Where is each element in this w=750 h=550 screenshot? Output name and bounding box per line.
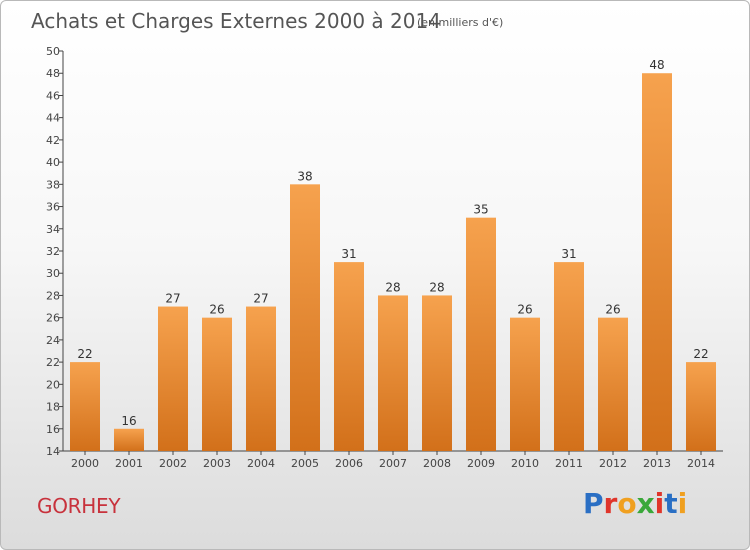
bar-2002 <box>158 306 188 451</box>
x-tick-label: 2009 <box>467 457 495 470</box>
value-label: 26 <box>209 303 224 317</box>
x-tick-label: 2003 <box>203 457 231 470</box>
x-tick-label: 2007 <box>379 457 407 470</box>
value-label: 28 <box>429 280 444 294</box>
y-tick-label: 28 <box>46 289 60 302</box>
x-tick-label: 2002 <box>159 457 187 470</box>
bar-2008 <box>422 295 452 451</box>
bar-2010 <box>510 317 540 451</box>
bar-2005 <box>290 184 320 452</box>
bar-2003 <box>202 317 232 451</box>
bar-2012 <box>598 317 628 451</box>
commune-name: GORHEY <box>37 494 121 518</box>
bar-2007 <box>378 295 408 451</box>
bar-2000 <box>70 362 100 451</box>
value-label: 27 <box>253 292 268 306</box>
logo-letter: t <box>664 487 678 520</box>
logo-letter: i <box>677 487 688 520</box>
bar-2006 <box>334 262 364 451</box>
value-label: 31 <box>561 247 576 261</box>
x-tick-label: 2011 <box>555 457 583 470</box>
y-tick-label: 46 <box>46 89 60 102</box>
logo-letter: x <box>636 487 655 520</box>
y-tick-label: 44 <box>46 112 60 125</box>
chart-title: Achats et Charges Externes 2000 à 2014 <box>31 9 441 33</box>
y-tick-label: 24 <box>46 334 60 347</box>
value-label: 16 <box>121 414 136 428</box>
x-tick-label: 2005 <box>291 457 319 470</box>
x-axis: 2000 2001 2002 2003 2004 2005 2006 2007 2008 2009… <box>63 450 723 470</box>
y-tick-label: 30 <box>46 267 60 280</box>
value-label: 48 <box>649 58 664 72</box>
value-label: 28 <box>385 280 400 294</box>
y-tick-label: 36 <box>46 201 60 214</box>
value-label: 26 <box>605 303 620 317</box>
bars-group: 22 16 27 26 27 38 31 28 28 35 26 31 26 48 22 <box>70 58 716 452</box>
logo-letter: r <box>603 487 618 520</box>
bar-2011 <box>554 262 584 451</box>
y-tick-label: 48 <box>46 67 60 80</box>
x-tick-label: 2000 <box>71 457 99 470</box>
proxiti-logo: Proxiti <box>583 487 687 527</box>
x-tick-label: 2004 <box>247 457 275 470</box>
value-label: 22 <box>77 347 92 361</box>
value-label: 27 <box>165 292 180 306</box>
x-tick-label: 2006 <box>335 457 363 470</box>
y-tick-label: 34 <box>46 223 60 236</box>
y-tick-label: 20 <box>46 378 60 391</box>
y-tick-label: 26 <box>46 312 60 325</box>
x-tick-label: 2008 <box>423 457 451 470</box>
bar-2013 <box>642 73 672 451</box>
y-tick-label: 42 <box>46 134 60 147</box>
y-axis: 14 16 18 20 22 24 26 28 30 32 34 36 38 40 42 44 46 48 50 <box>46 45 64 458</box>
x-tick-label: 2010 <box>511 457 539 470</box>
value-label: 38 <box>297 169 312 183</box>
x-tick-label: 2012 <box>599 457 627 470</box>
bar-2004 <box>246 306 276 451</box>
logo-letter: i <box>654 487 665 520</box>
value-label: 26 <box>517 303 532 317</box>
chart-unit-note: (en milliers d'€) <box>417 16 503 29</box>
bar-2009 <box>466 217 496 451</box>
y-tick-label: 18 <box>46 401 60 414</box>
x-tick-label: 2014 <box>687 457 715 470</box>
y-tick-label: 32 <box>46 245 60 258</box>
x-tick-label: 2013 <box>643 457 671 470</box>
y-tick-label: 50 <box>46 45 60 58</box>
y-tick-label: 16 <box>46 423 60 436</box>
value-label: 22 <box>693 347 708 361</box>
value-label: 31 <box>341 247 356 261</box>
bar-2014 <box>686 362 716 451</box>
value-label: 35 <box>473 203 488 217</box>
y-tick-label: 22 <box>46 356 60 369</box>
y-tick-label: 40 <box>46 156 60 169</box>
y-tick-label: 14 <box>46 445 60 458</box>
bar-2001 <box>114 428 144 451</box>
y-tick-label: 38 <box>46 178 60 191</box>
logo-letter: P <box>583 487 604 520</box>
x-tick-label: 2001 <box>115 457 143 470</box>
logo-letter: o <box>617 487 637 520</box>
